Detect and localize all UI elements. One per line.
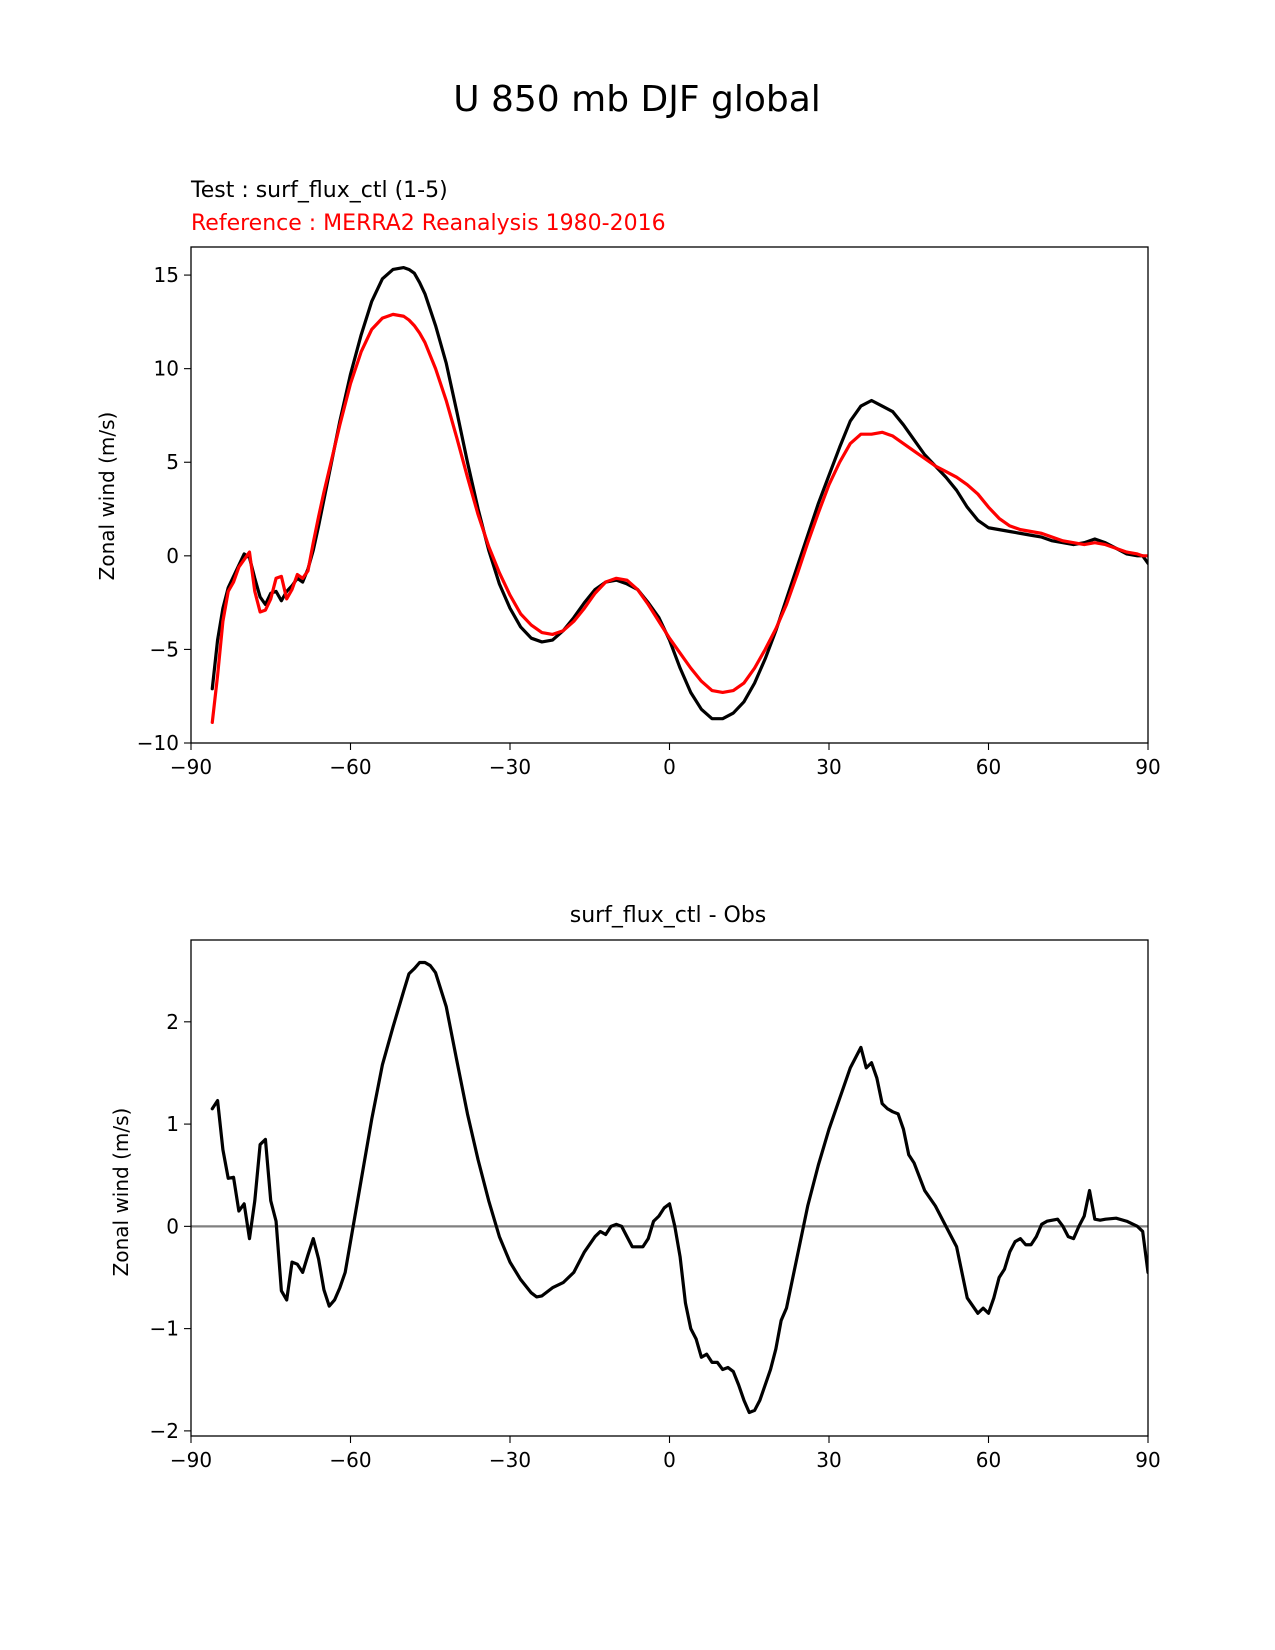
bottom-ytick-label: 0 xyxy=(166,1214,179,1238)
bottom-plot-area xyxy=(190,939,1149,1437)
top-xtick-label: 0 xyxy=(663,755,676,779)
bottom-title: surf_flux_ctl - Obs xyxy=(570,903,767,928)
bottom-ytick-label: −2 xyxy=(150,1419,179,1443)
bottom-xtick-label: −30 xyxy=(489,1448,531,1472)
subtitle-test: Test : surf_flux_ctl (1-5) xyxy=(190,178,448,203)
top-ytick-label: 0 xyxy=(166,544,179,568)
top-ytick-label: 5 xyxy=(166,450,179,474)
bottom-ytick-label: 2 xyxy=(166,1010,179,1034)
bottom-xtick-label: 90 xyxy=(1135,1448,1160,1472)
top-ytick-label: −5 xyxy=(150,637,179,661)
top-xtick-label: −90 xyxy=(170,755,212,779)
bottom-ylabel: Zonal wind (m/s) xyxy=(109,1108,133,1277)
bottom-ytick-label: 1 xyxy=(166,1112,179,1136)
bottom-xtick-label: 30 xyxy=(816,1448,841,1472)
subtitle-reference: Reference : MERRA2 Reanalysis 1980-2016 xyxy=(191,211,666,236)
bottom-series-line-0 xyxy=(210,960,1148,1415)
top-xtick-label: 30 xyxy=(816,755,841,779)
top-xtick-label: 60 xyxy=(976,755,1001,779)
top-ylabel: Zonal wind (m/s) xyxy=(95,412,119,581)
top-ticks: −90 −60 −30 0 30 60 90 −10 −5 0 5 10 15 xyxy=(137,263,1161,779)
bottom-ticks: −90 −60 −30 0 30 60 90 −2 −1 0 1 2 xyxy=(150,1010,1161,1472)
top-xtick-label: 90 xyxy=(1135,755,1160,779)
figure-suptitle: U 850 mb DJF global xyxy=(453,79,821,120)
top-xtick-label: −30 xyxy=(489,755,531,779)
bottom-chart: surf_flux_ctl - Obs Zonal wind (m/s) −90… xyxy=(109,903,1161,1472)
top-ytick-label: 15 xyxy=(154,263,179,287)
bottom-xtick-label: 60 xyxy=(976,1448,1001,1472)
top-axes-frame xyxy=(190,246,1149,744)
bottom-xtick-label: −90 xyxy=(170,1448,212,1472)
top-chart: Test : surf_flux_ctl (1-5) Reference : M… xyxy=(95,178,1161,779)
top-ytick-label: −10 xyxy=(137,731,179,755)
top-plot-area xyxy=(190,246,1149,744)
bottom-xtick-label: 0 xyxy=(663,1448,676,1472)
bottom-xtick-label: −60 xyxy=(329,1448,371,1472)
bottom-axes-frame xyxy=(190,939,1149,1437)
top-ytick-label: 10 xyxy=(154,357,179,381)
top-series-line-0 xyxy=(210,265,1148,721)
top-series-line-1 xyxy=(210,312,1148,725)
bottom-ytick-label: −1 xyxy=(150,1317,179,1341)
top-xtick-label: −60 xyxy=(329,755,371,779)
